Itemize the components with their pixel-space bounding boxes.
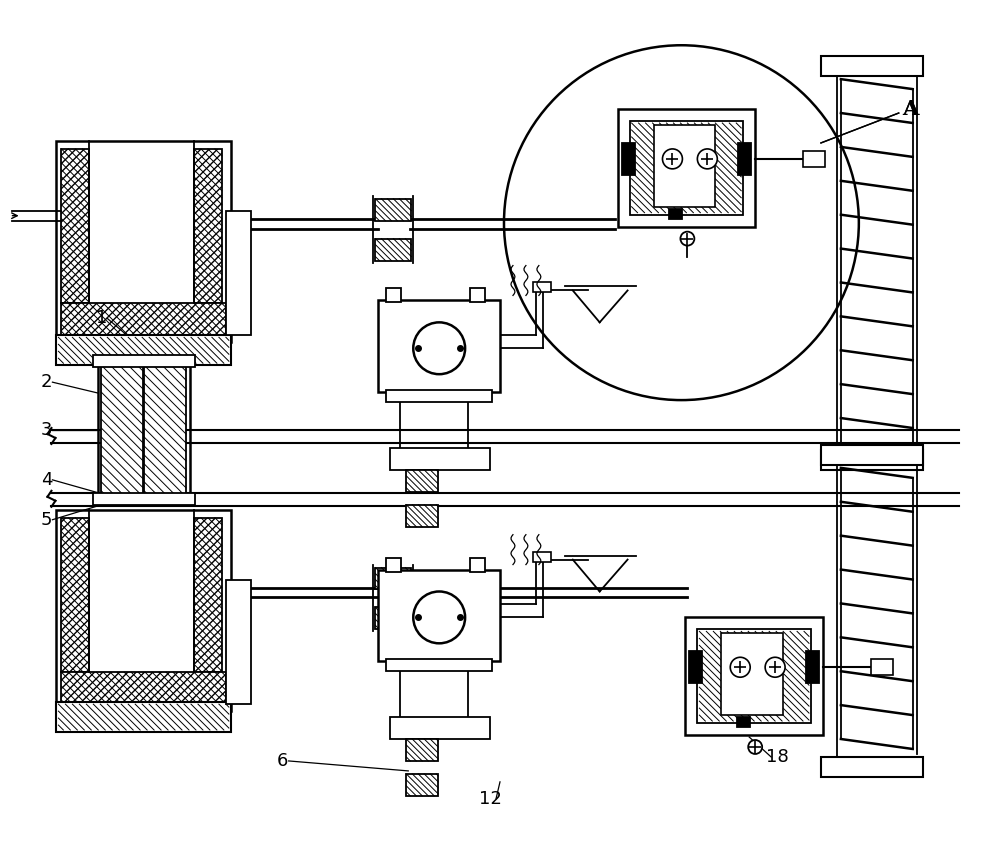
Bar [386, 659, 492, 671]
Bar [61, 518, 89, 672]
Bar [93, 356, 195, 368]
Bar [226, 211, 251, 336]
Text: 1: 1 [96, 310, 107, 327]
Bar [386, 558, 401, 572]
Bar [98, 360, 190, 497]
Bar [697, 630, 811, 723]
Bar [375, 607, 411, 630]
Bar [821, 757, 923, 777]
Circle shape [662, 149, 682, 169]
Bar [56, 509, 231, 711]
Bar [101, 365, 143, 495]
Bar [806, 651, 819, 683]
Circle shape [765, 657, 785, 677]
Bar [144, 365, 186, 495]
Bar [375, 567, 411, 589]
Text: 18: 18 [766, 748, 788, 766]
Circle shape [504, 45, 859, 400]
Circle shape [748, 740, 762, 754]
Bar [61, 304, 226, 336]
Bar [533, 552, 551, 561]
Bar [622, 143, 635, 175]
Bar [194, 518, 222, 672]
Bar [93, 493, 195, 505]
Text: 5: 5 [41, 510, 52, 529]
Bar [390, 717, 490, 739]
Bar [737, 717, 750, 727]
Bar [56, 702, 231, 732]
Bar [375, 239, 411, 260]
Bar [386, 288, 401, 303]
Bar [226, 580, 251, 704]
Bar [821, 56, 923, 76]
Bar [194, 149, 222, 304]
Circle shape [413, 592, 465, 644]
Circle shape [697, 149, 717, 169]
Bar [406, 470, 438, 492]
Bar [56, 336, 231, 365]
Bar [56, 141, 231, 343]
Bar [685, 618, 823, 735]
Bar [721, 633, 783, 715]
Bar [738, 143, 751, 175]
Circle shape [730, 657, 750, 677]
Bar [386, 390, 492, 402]
Bar [630, 121, 743, 215]
Bar [689, 651, 702, 683]
Circle shape [680, 232, 694, 246]
Bar [470, 288, 485, 303]
Bar [378, 569, 500, 661]
Bar [406, 739, 438, 761]
Bar [821, 450, 923, 470]
Bar [669, 208, 682, 219]
Bar [61, 672, 226, 704]
Bar [470, 558, 485, 572]
Bar [803, 151, 825, 167]
Bar [406, 505, 438, 527]
Bar [378, 300, 500, 392]
Bar [821, 445, 923, 465]
Bar [533, 283, 551, 292]
Text: 4: 4 [41, 471, 52, 489]
Bar [375, 199, 411, 221]
Text: 12: 12 [479, 790, 501, 808]
Text: A: A [903, 99, 919, 119]
Bar [618, 109, 755, 227]
Bar [654, 125, 715, 207]
Bar [406, 774, 438, 796]
Bar [390, 448, 490, 470]
Text: 6: 6 [277, 752, 288, 770]
Bar [61, 149, 89, 304]
Text: 3: 3 [41, 421, 52, 439]
Circle shape [413, 323, 465, 375]
Bar [871, 659, 893, 676]
Text: 2: 2 [41, 373, 52, 391]
Text: A: A [903, 99, 919, 119]
